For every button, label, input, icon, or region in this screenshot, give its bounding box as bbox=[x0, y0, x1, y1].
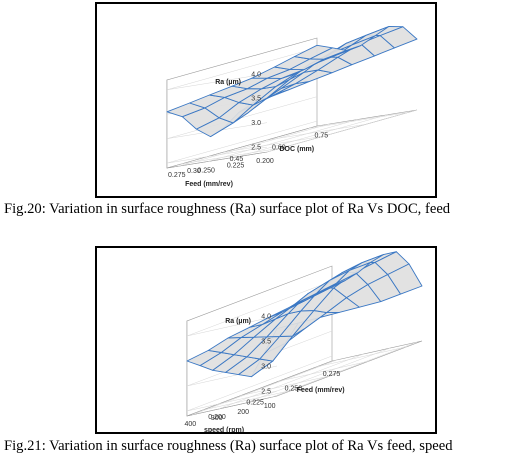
grid-line bbox=[266, 124, 367, 141]
grid-line bbox=[186, 315, 278, 337]
surface-mesh bbox=[186, 251, 423, 378]
grid-line bbox=[178, 123, 329, 167]
grid-line bbox=[166, 96, 318, 139]
axis-labels: 2.5 3.0 3.5 4.0 100 200 300 400 0.200 0.225 0.250 0… bbox=[184, 314, 344, 433]
grid-line bbox=[266, 109, 418, 153]
surface-cell bbox=[293, 44, 333, 60]
y-axis-label: DOC (mm) bbox=[280, 146, 315, 153]
grid-line bbox=[186, 355, 333, 412]
grid-line bbox=[218, 353, 364, 410]
z-tick-label: 2.5 bbox=[261, 389, 271, 396]
y-tick-label: 0.60 bbox=[272, 144, 286, 151]
z-tick-label: 4.0 bbox=[261, 314, 271, 321]
z-tick-label: 3.5 bbox=[251, 96, 261, 103]
grid-line bbox=[166, 73, 268, 91]
grid-line bbox=[316, 346, 407, 368]
x-tick-label: 100 bbox=[264, 403, 276, 410]
grid-line bbox=[308, 112, 409, 129]
z-axis-label: Ra (µm) bbox=[225, 318, 251, 325]
surface-plot-ra-vs-feed-speed: 2.5 3.0 3.5 4.0 100 200 300 400 0.200 0.225 0.250 0… bbox=[184, 251, 423, 433]
surface-cell bbox=[310, 280, 346, 298]
figure-21-panel: 2.5 3.0 3.5 4.0 100 200 300 400 0.200 0.225 0.250 0… bbox=[95, 246, 437, 434]
z-tick-label: 3.0 bbox=[251, 120, 261, 127]
surface-mesh bbox=[166, 26, 418, 138]
grid-line bbox=[278, 361, 369, 382]
y-tick-label: 0.30 bbox=[187, 168, 201, 175]
z-tick-label: 4.0 bbox=[251, 71, 261, 78]
x-tick-label: 0.250 bbox=[197, 167, 215, 174]
grid-line bbox=[240, 375, 331, 396]
z-tick-label: 3.0 bbox=[261, 364, 271, 371]
grid-line bbox=[208, 119, 359, 162]
x-tick-label: 300 bbox=[211, 415, 223, 422]
z-tick-label: 3.5 bbox=[261, 339, 271, 346]
grid-line bbox=[202, 389, 293, 411]
grid-line bbox=[166, 120, 318, 164]
x-tick-label: 0.200 bbox=[256, 158, 274, 165]
y-tick-label: 0.250 bbox=[285, 385, 303, 392]
x-axis-label: Feed (mm/rev) bbox=[185, 181, 233, 188]
y-axis-label: Feed (mm/rev) bbox=[297, 387, 345, 394]
grid-line bbox=[192, 359, 338, 416]
figure-20-panel: 2.5 3.0 3.5 4.0 0.200 0.225 0.250 0.275 0.30 0.45… bbox=[95, 2, 437, 198]
y-tick-label: 0.45 bbox=[230, 156, 244, 163]
x-tick-label: 200 bbox=[237, 409, 249, 416]
z-axis-label: Ra (µm) bbox=[215, 79, 241, 86]
figure-21-caption: Fig.21: Variation in surface roughness (… bbox=[4, 438, 453, 454]
x-tick-label: 0.275 bbox=[168, 172, 186, 179]
grid-line bbox=[186, 280, 333, 337]
y-tick-label: 0.225 bbox=[246, 400, 264, 407]
z-tick-label: 2.5 bbox=[251, 145, 261, 152]
floor-plane bbox=[186, 340, 423, 417]
grid-line bbox=[181, 147, 282, 165]
y-tick-label: 0.200 bbox=[208, 414, 226, 421]
grid-line bbox=[186, 390, 278, 412]
x-axis-label: speed (rpm) bbox=[204, 427, 244, 432]
grid-line bbox=[166, 47, 318, 91]
x-tick-label: 400 bbox=[184, 421, 196, 428]
grid-line bbox=[271, 341, 417, 398]
grid-line bbox=[245, 347, 391, 404]
y-tick-label: 0.275 bbox=[323, 371, 341, 378]
y-tick-label: 0.75 bbox=[315, 132, 329, 139]
figure-20-caption: Fig.20: Variation in surface roughness (… bbox=[4, 201, 451, 217]
grid-line bbox=[223, 135, 324, 153]
x-tick-label: 0.225 bbox=[227, 163, 245, 170]
grid-line bbox=[237, 114, 388, 157]
